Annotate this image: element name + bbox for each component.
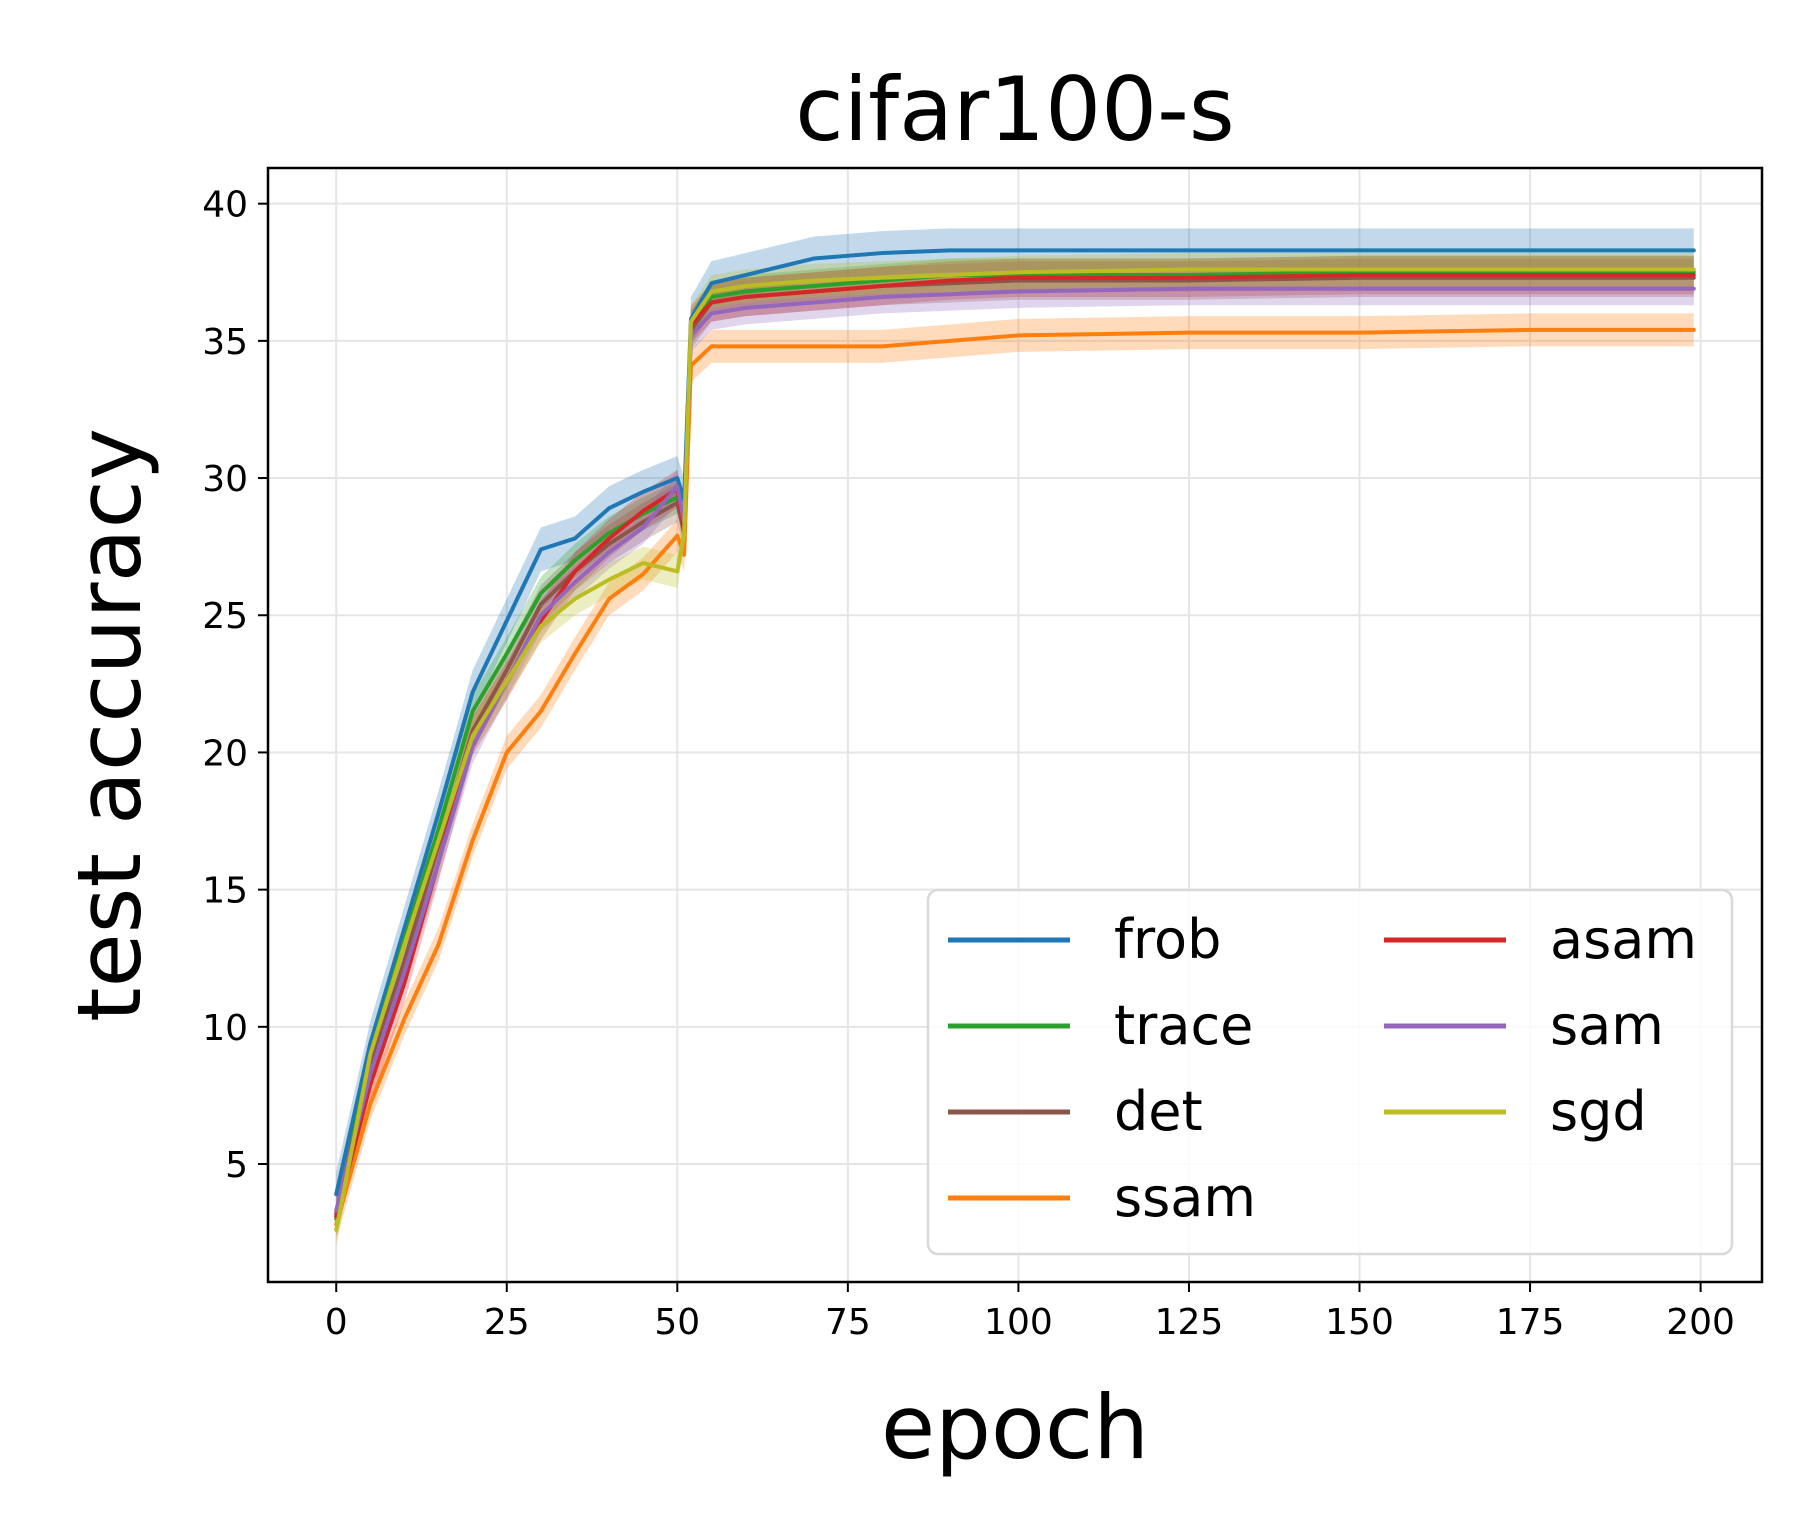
y-tick-label: 15	[202, 871, 248, 912]
x-tick-label: 75	[825, 1302, 871, 1343]
chart-title: cifar100-s	[795, 58, 1234, 161]
x-tick-label: 100	[984, 1302, 1053, 1343]
y-tick-label: 5	[225, 1145, 248, 1186]
x-tick-label: 150	[1325, 1302, 1394, 1343]
legend-label-frob: frob	[1114, 908, 1221, 971]
plot-frame	[266, 166, 1764, 1284]
y-tick-label: 20	[202, 733, 248, 774]
y-tick-label: 40	[202, 185, 248, 226]
x-tick-label: 125	[1155, 1302, 1224, 1343]
grid	[268, 168, 1762, 1282]
x-tick-label: 50	[654, 1302, 700, 1343]
legend-label-sam: sam	[1550, 994, 1664, 1057]
series-line-ssam	[334, 327, 1696, 1227]
y-tick-label: 25	[202, 596, 248, 637]
x-tick-label: 175	[1496, 1302, 1565, 1343]
y-tick-label: 35	[202, 322, 248, 363]
legend-label-asam: asam	[1550, 908, 1697, 971]
legend: frob trace det ssam asam sam sgd	[926, 888, 1734, 1256]
y-axis-ticks: 5 10 15 20 25 30 35 40	[202, 185, 268, 1186]
x-axis-label: epoch	[881, 1376, 1149, 1479]
band-asam	[336, 255, 1694, 1236]
x-tick-label: 25	[484, 1302, 530, 1343]
x-tick-label: 200	[1666, 1302, 1735, 1343]
band-ssam	[336, 313, 1694, 1241]
y-tick-label: 30	[202, 459, 248, 500]
y-axis-label: test accuracy	[58, 428, 161, 1022]
band-trace	[336, 255, 1694, 1236]
x-axis-ticks: 0 25 50 75 100 125 150 175 200	[325, 1282, 1735, 1343]
legend-box	[926, 888, 1734, 1256]
legend-label-sgd: sgd	[1550, 1080, 1647, 1143]
y-tick-label: 10	[202, 1008, 248, 1049]
series-line-sgd	[334, 267, 1696, 1232]
series-lines	[334, 248, 1696, 1232]
x-tick-label: 0	[325, 1302, 348, 1343]
legend-label-det: det	[1114, 1080, 1203, 1143]
legend-label-trace: trace	[1114, 994, 1253, 1057]
legend-label-ssam: ssam	[1114, 1166, 1256, 1229]
band-frob	[336, 228, 1694, 1217]
